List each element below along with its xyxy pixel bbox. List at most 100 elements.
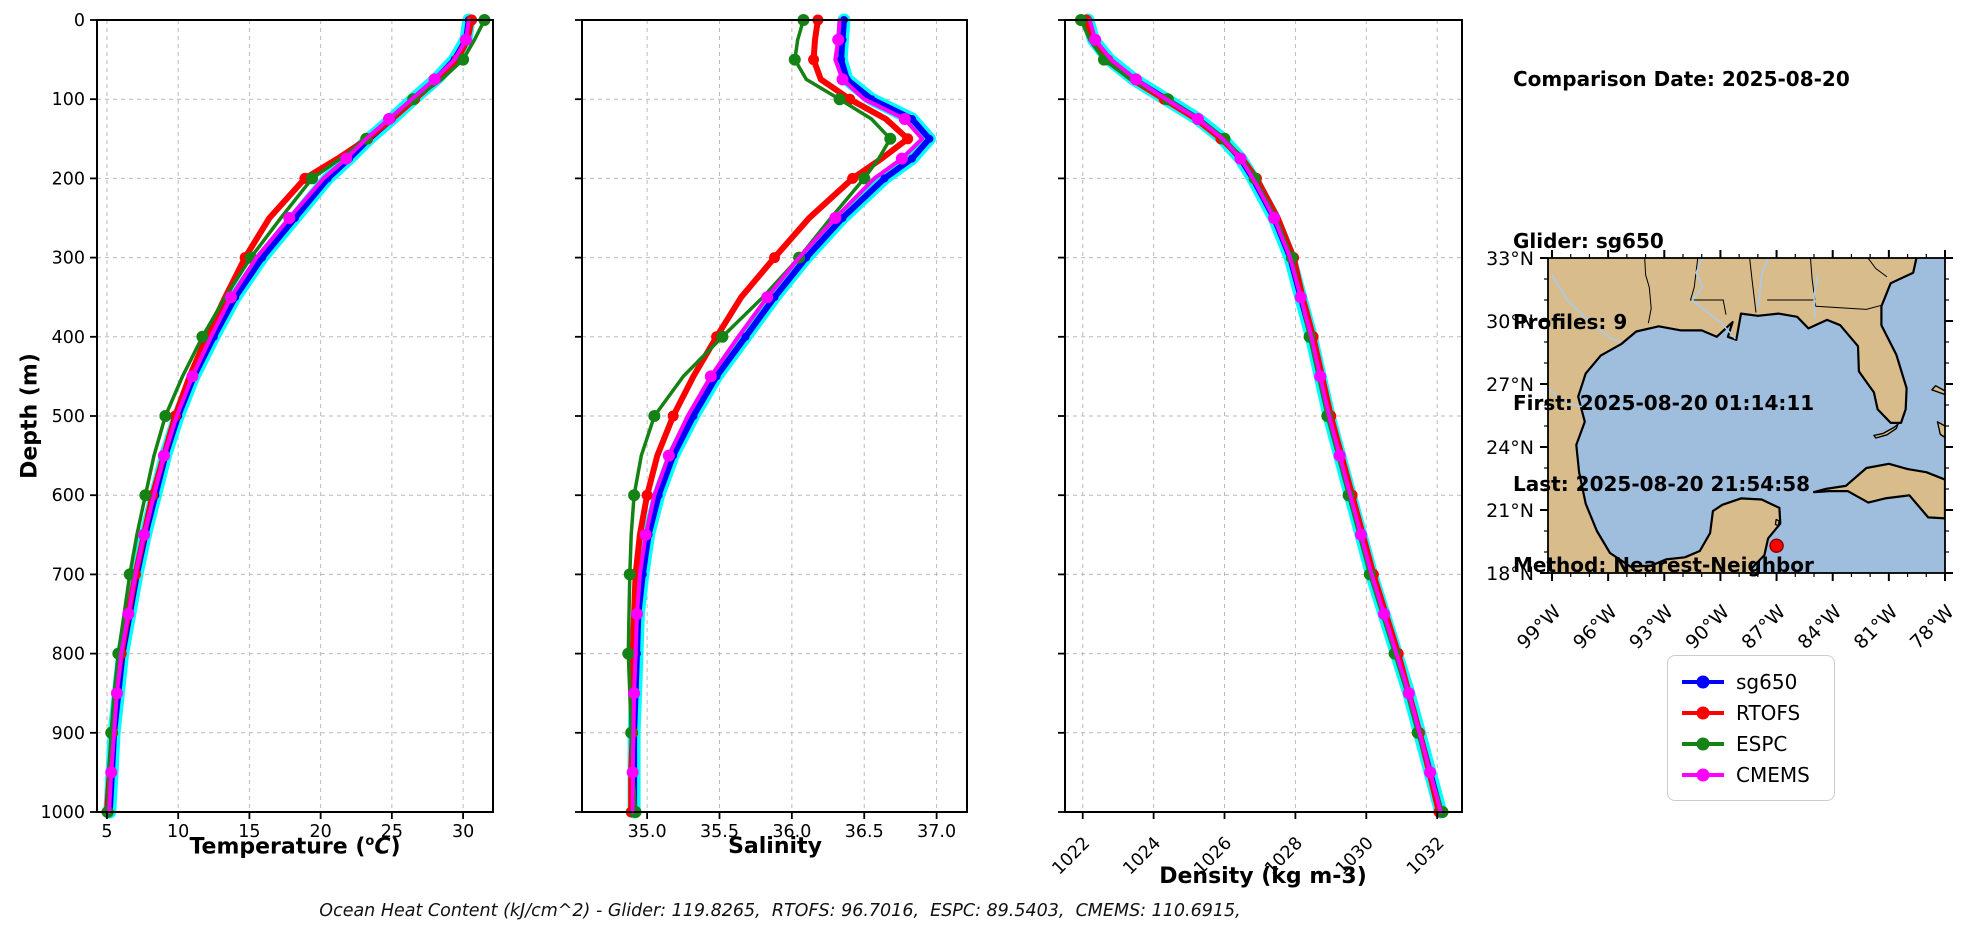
legend-label-espc: ESPC <box>1736 731 1788 756</box>
cmems-temperature-series <box>105 18 472 814</box>
legend-label-rtofs: RTOFS <box>1736 700 1801 725</box>
svg-text:900: 900 <box>52 724 85 744</box>
espc-salinity-series <box>622 14 897 818</box>
legend-item-espc: ESPC <box>1680 728 1820 759</box>
comparison-date-text: Comparison Date: 2025-08-20 <box>1513 67 1850 91</box>
svg-text:81°W: 81°W <box>1850 601 1903 654</box>
land-polygon <box>1873 423 1899 439</box>
glider-position-marker <box>1769 538 1784 553</box>
grid-lines <box>97 20 493 812</box>
svg-text:1022: 1022 <box>1049 833 1095 879</box>
cmems-line <box>630 18 925 814</box>
tick-marks <box>575 19 938 819</box>
svg-text:5: 5 <box>101 822 112 842</box>
temperature-title-c: C <box>374 834 391 860</box>
svg-text:30: 30 <box>452 822 474 842</box>
svg-text:100: 100 <box>52 90 85 110</box>
rtofs-swatch-icon <box>1682 706 1724 719</box>
cmems-markers <box>105 33 472 779</box>
espc-temperature-series <box>101 14 491 818</box>
profile-legend: sg650 RTOFS ESPC CMEMS <box>1667 655 1835 801</box>
svg-text:0: 0 <box>74 11 85 31</box>
svg-text:200: 200 <box>52 169 85 189</box>
svg-text:18°N: 18°N <box>1486 563 1534 585</box>
temperature-title-post: ) <box>390 834 401 860</box>
grid-lines <box>582 20 967 812</box>
svg-text:24°N: 24°N <box>1486 437 1534 459</box>
rtofs-density-series <box>1080 14 1445 818</box>
legend-item-cmems: CMEMS <box>1680 759 1820 790</box>
legend-item-rtofs: RTOFS <box>1680 697 1820 728</box>
depth-axis-label: Depth (m) <box>17 353 43 479</box>
svg-text:21°N: 21°N <box>1486 500 1534 522</box>
cmems-markers <box>626 33 911 779</box>
temperature-axis-title: Temperature (oC) <box>189 834 400 859</box>
espc-swatch-icon <box>1682 737 1724 750</box>
sg650-swatch-icon <box>1682 675 1724 688</box>
river-line <box>1757 258 1770 309</box>
temperature-title-pre: Temperature ( <box>189 834 366 860</box>
land-polygon <box>1936 421 1945 439</box>
land-polygon <box>1548 258 1918 573</box>
land-polygon <box>1774 518 1780 527</box>
svg-text:35.5: 35.5 <box>700 822 739 842</box>
state-border <box>1689 258 1727 315</box>
info-spacer <box>1513 147 1850 174</box>
salinity-axis-title: Salinity <box>728 834 822 859</box>
svg-text:37.0: 37.0 <box>917 822 956 842</box>
svg-text:600: 600 <box>52 486 85 506</box>
svg-text:10: 10 <box>167 822 189 842</box>
profiles-count-text: Profiles: 9 <box>1513 310 1628 334</box>
svg-text:35.0: 35.0 <box>628 822 667 842</box>
first-profile-time-text: First: 2025-08-20 01:14:11 <box>1513 391 1815 415</box>
svg-text:33°N: 33°N <box>1486 248 1534 270</box>
state-border <box>1749 258 1757 313</box>
svg-text:500: 500 <box>52 407 85 427</box>
last-profile-time-text: Last: 2025-08-20 21:54:58 <box>1513 472 1811 496</box>
espc-markers <box>101 14 491 818</box>
ocean-heat-content-footer: Ocean Heat Content (kJ/cm^2) - Glider: 1… <box>319 901 1241 921</box>
svg-text:800: 800 <box>52 645 85 665</box>
rtofs-markers <box>1080 14 1445 818</box>
method-text: Method: Nearest-Neighbor <box>1513 553 1814 577</box>
svg-text:700: 700 <box>52 565 85 585</box>
legend-label-cmems: CMEMS <box>1736 762 1810 787</box>
density-plot: 1022 1024 1026 1028 1030 1032 <box>1049 13 1463 879</box>
salinity-plot: 35.0 35.5 36.0 36.5 37.0 <box>575 13 968 842</box>
legend-label-sg650: sg650 <box>1736 669 1798 694</box>
land-polygon <box>1931 385 1945 396</box>
river-line <box>1548 387 1585 408</box>
river-line <box>1691 258 1736 340</box>
river-line <box>1551 274 1621 343</box>
svg-text:400: 400 <box>52 328 85 348</box>
tick-marks <box>90 19 464 819</box>
info-panel: Comparison Date: 2025-08-20 Glider: sg65… <box>1513 12 1850 633</box>
temperature-plot: 5 10 15 20 25 3001002003004005006007008009001… <box>40 11 494 842</box>
svg-text:36.0: 36.0 <box>772 822 811 842</box>
map-frame <box>1547 257 1946 574</box>
svg-text:25: 25 <box>381 822 403 842</box>
land-polygon <box>1812 462 1945 520</box>
tick-marks <box>1058 19 1439 819</box>
svg-text:30°N: 30°N <box>1486 311 1534 333</box>
density-axis-title: Density (kg m-3) <box>1159 864 1367 889</box>
x-tick-labels: 35.0 35.5 36.0 36.5 37.0 <box>628 822 956 842</box>
state-border <box>1644 258 1652 324</box>
temperature-title-sup: o <box>365 834 375 849</box>
depth-tick-labels: 0 100 200 300 400 500 600 700 800 900 1000 <box>40 11 85 823</box>
cmems-density-series <box>1087 18 1443 814</box>
cmems-line <box>1087 18 1443 814</box>
svg-text:1000: 1000 <box>40 803 85 823</box>
svg-text:78°W: 78°W <box>1906 601 1959 654</box>
river-line <box>1813 274 1819 318</box>
grid-lines <box>1065 20 1462 812</box>
cmems-markers <box>1089 33 1437 779</box>
map-tick-marks <box>1540 250 1953 581</box>
cmems-salinity-series <box>626 18 925 814</box>
svg-text:15: 15 <box>238 822 260 842</box>
svg-text:27°N: 27°N <box>1486 374 1534 396</box>
svg-text:36.5: 36.5 <box>845 822 884 842</box>
cmems-line <box>107 18 471 814</box>
svg-text:1032: 1032 <box>1403 833 1449 879</box>
